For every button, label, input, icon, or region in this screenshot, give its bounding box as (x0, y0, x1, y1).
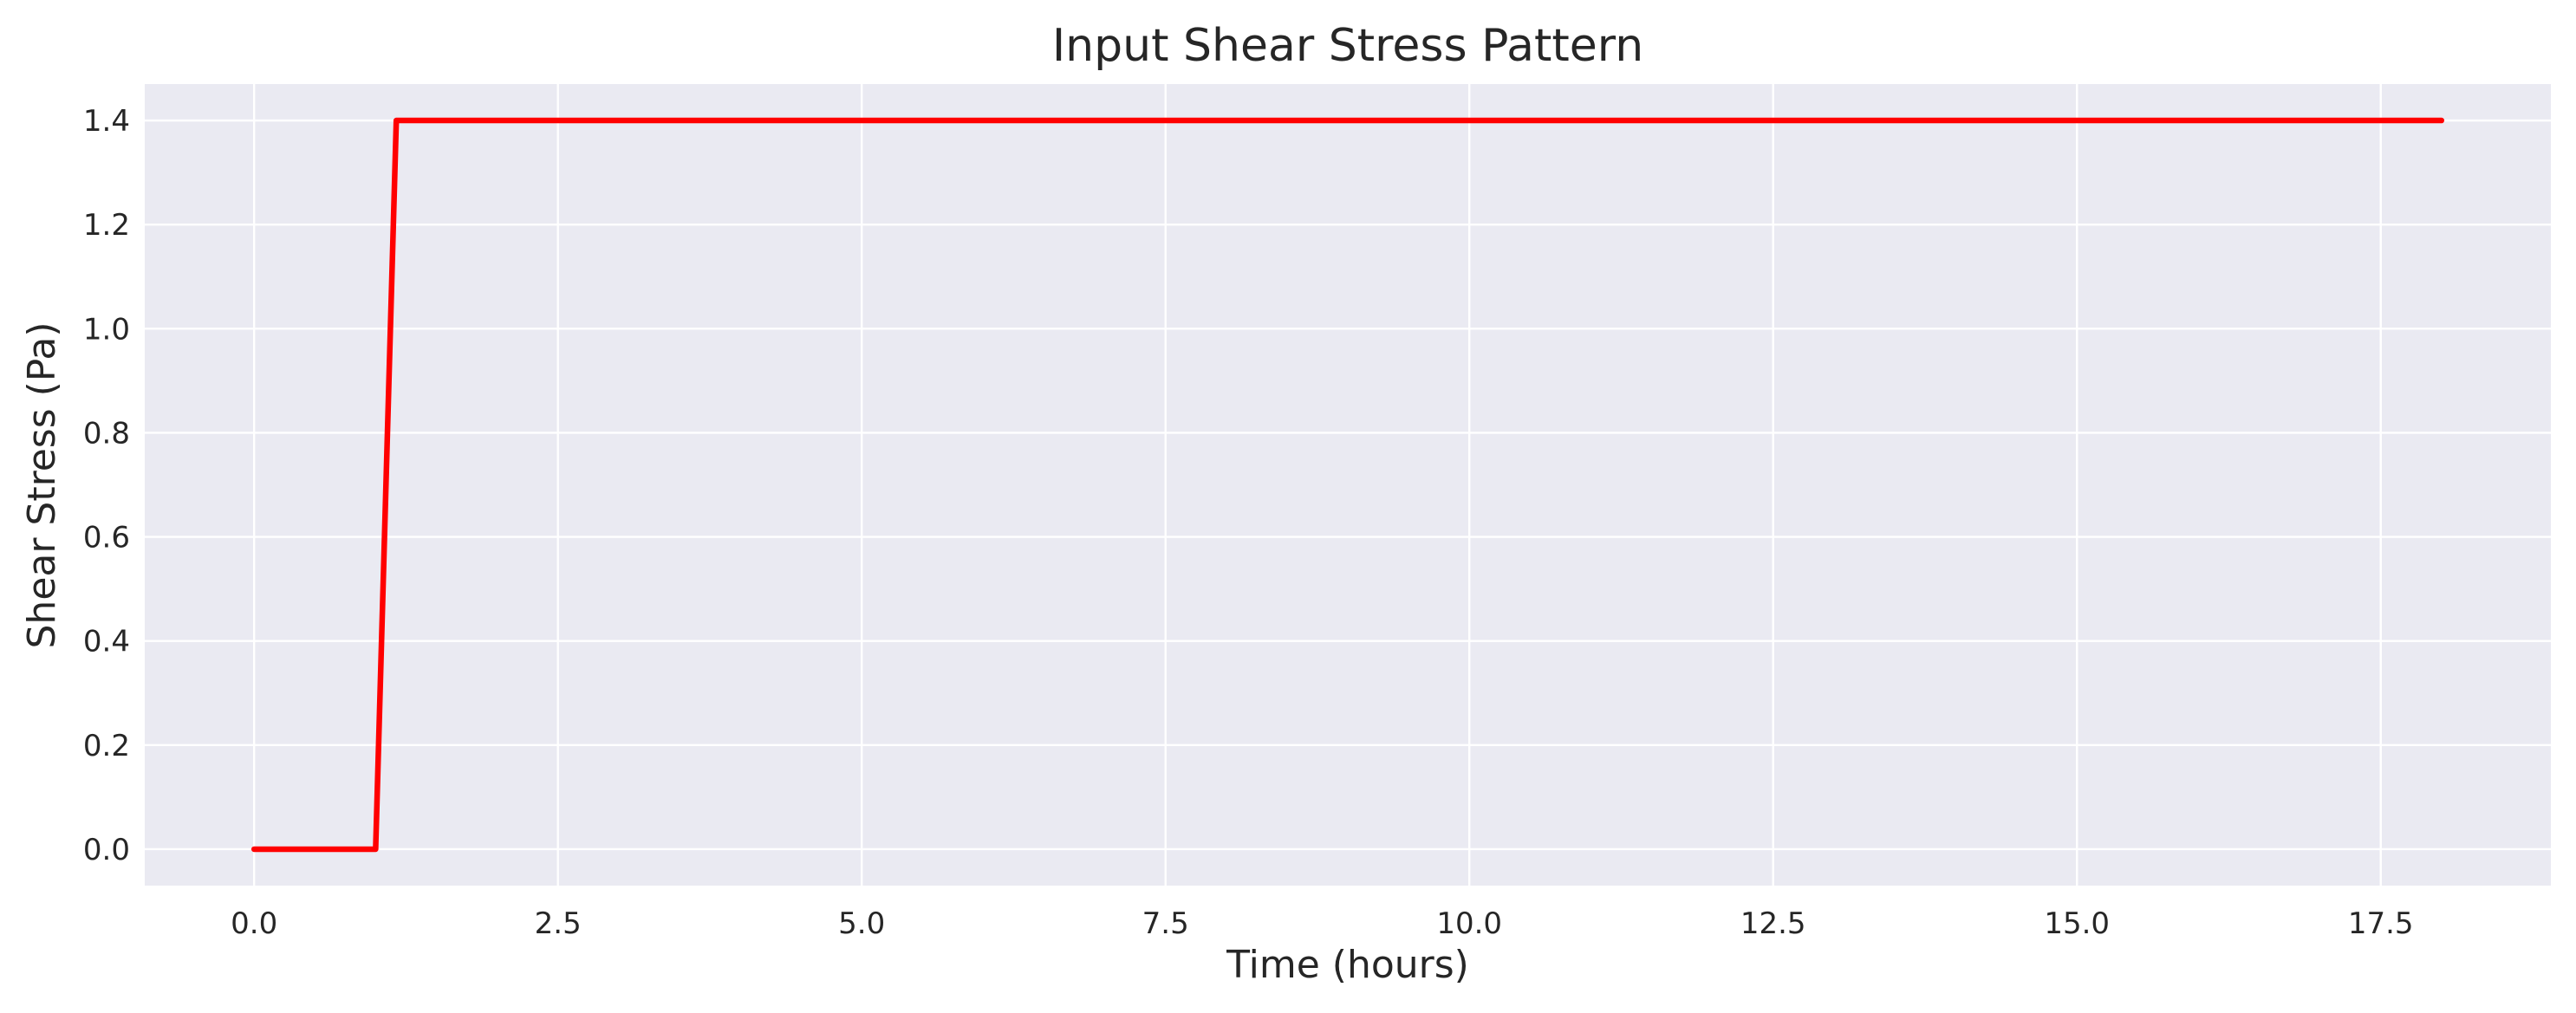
x-tick-labels: 0.0 2.5 5.0 7.5 10.0 12.5 15.0 17.5 (231, 906, 2413, 941)
y-tick-label: 0.8 (83, 416, 130, 451)
chart-title: Input Shear Stress Pattern (1052, 20, 1643, 72)
x-tick-label: 15.0 (2044, 906, 2110, 941)
x-tick-label: 2.5 (535, 906, 582, 941)
x-grid (252, 84, 2382, 886)
y-grid (145, 119, 2551, 851)
y-tick-label: 0.2 (83, 729, 130, 763)
x-axis-title: Time (hours) (1226, 943, 1469, 987)
y-tick-label: 1.4 (83, 104, 130, 139)
series-layer (250, 117, 2445, 853)
series-line (250, 117, 2445, 853)
x-tick-label: 5.0 (838, 906, 885, 941)
x-tick-label: 17.5 (2348, 906, 2414, 941)
y-tick-label: 0.6 (83, 521, 130, 555)
x-tick-label: 7.5 (1142, 906, 1189, 941)
plot-area (145, 84, 2551, 886)
x-tick-label: 12.5 (1740, 906, 1806, 941)
y-tick-label: 1.0 (83, 312, 130, 347)
y-axis-title: Shear Stress (Pa) (20, 322, 64, 649)
y-tick-labels: 0.0 0.2 0.4 0.6 0.8 1.0 1.2 1.4 (83, 104, 130, 867)
y-tick-label: 0.0 (83, 833, 130, 867)
y-tick-label: 0.4 (83, 625, 130, 659)
x-tick-label: 0.0 (231, 906, 277, 941)
y-tick-label: 1.2 (83, 208, 130, 243)
x-tick-label: 10.0 (1436, 906, 1502, 941)
